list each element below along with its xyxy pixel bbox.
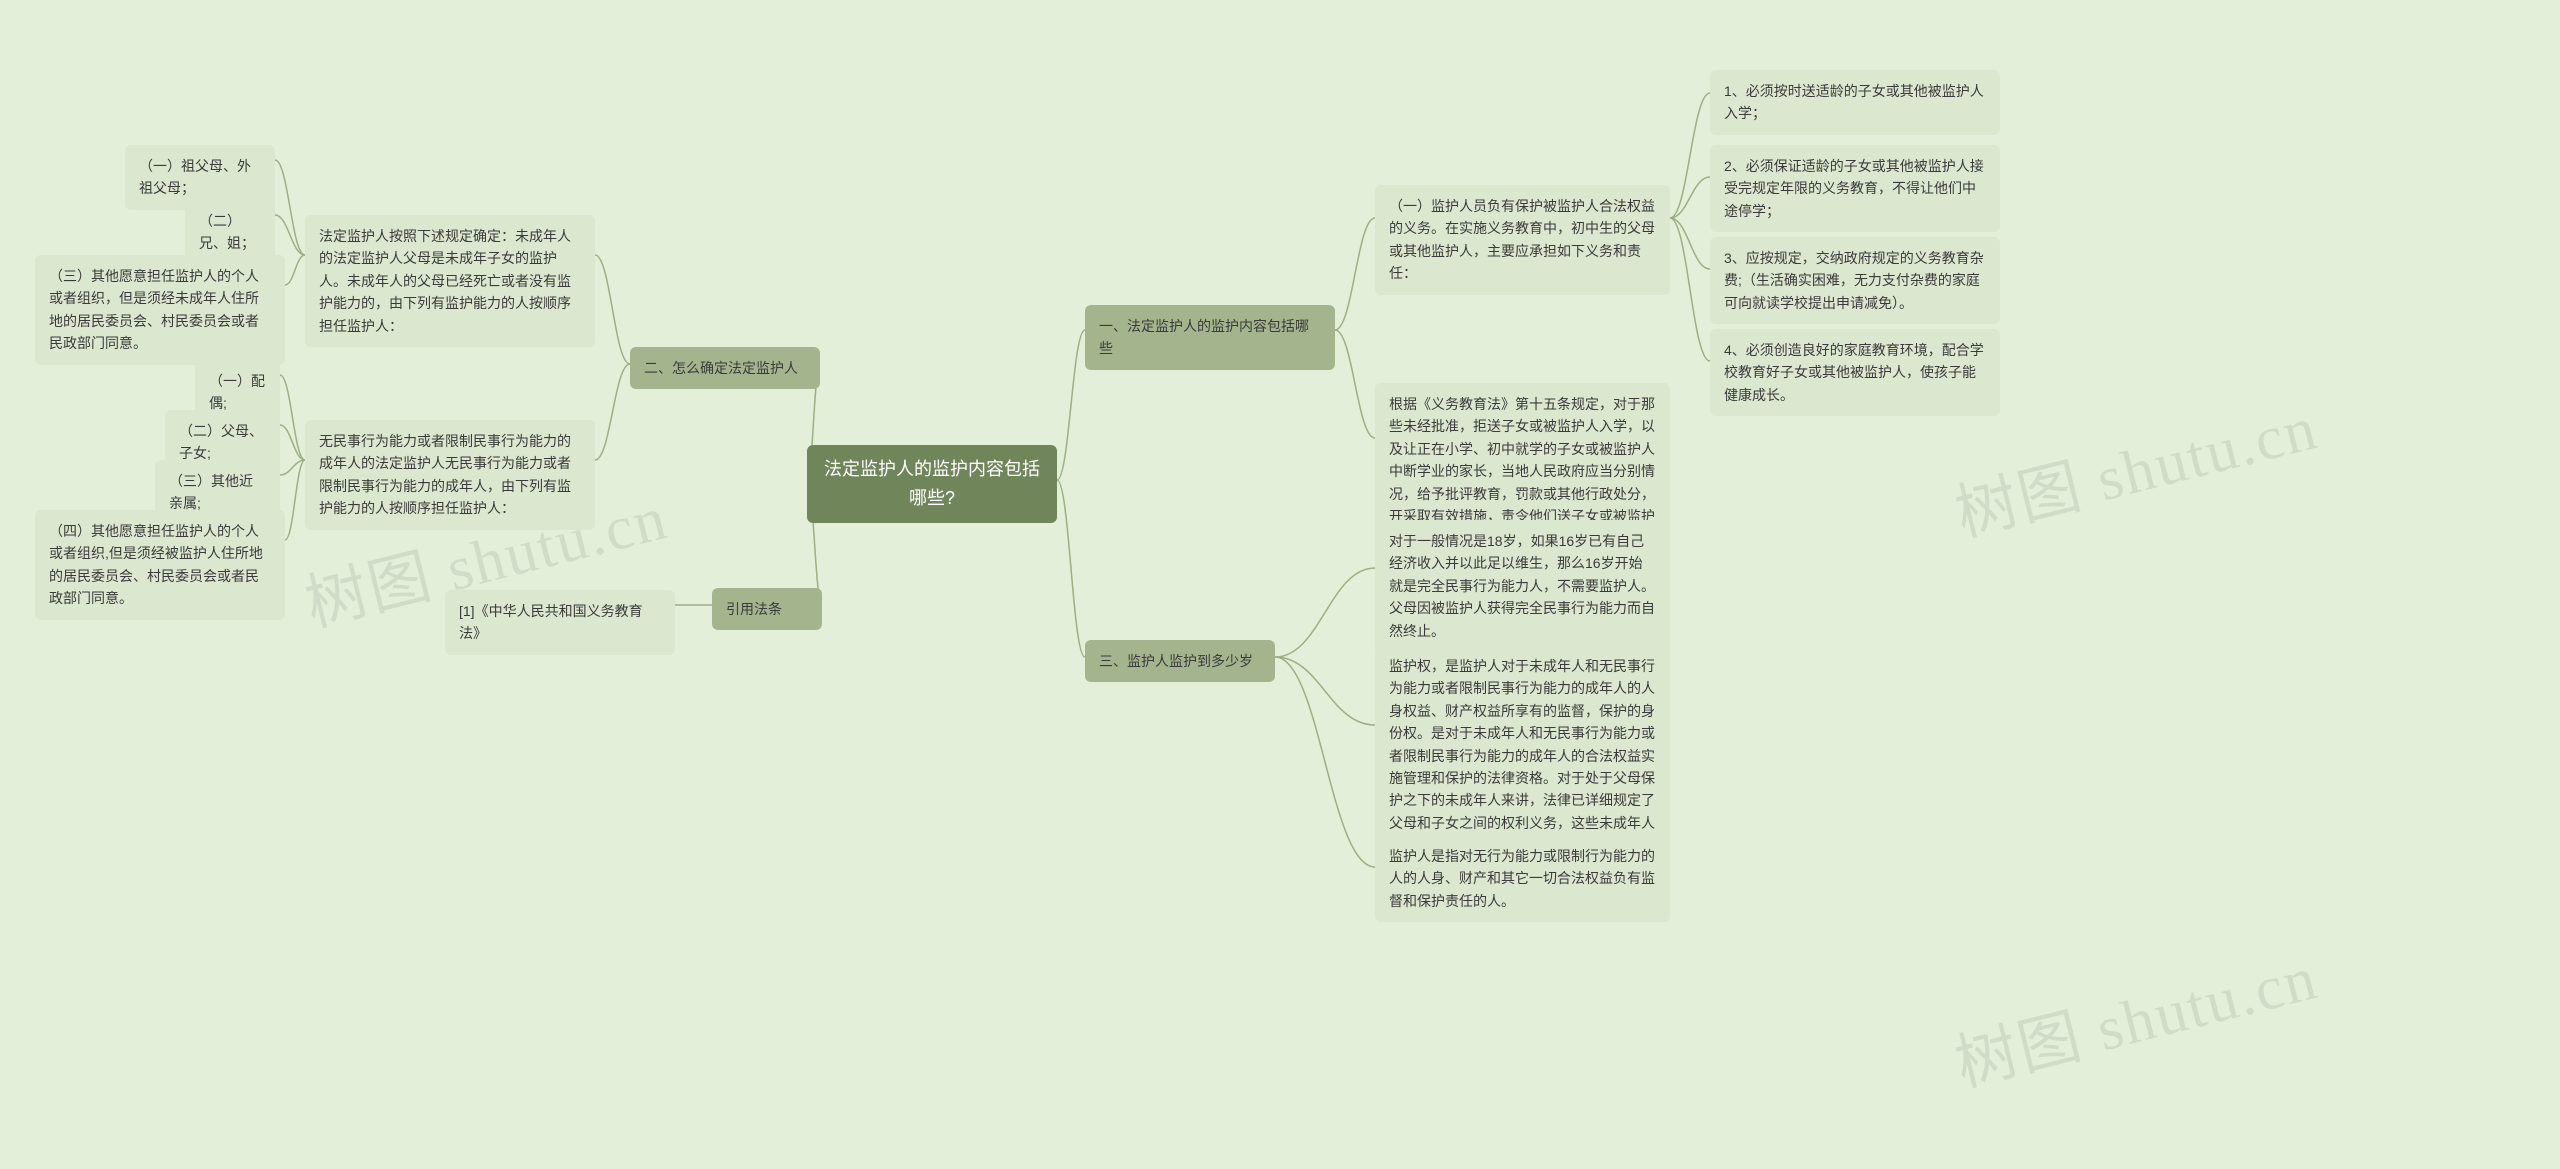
node-sec3[interactable]: 三、监护人监护到多少岁 <box>1085 640 1275 682</box>
edge-sec3-s3c <box>1275 657 1375 867</box>
edge-s1a-s1a4 <box>1670 218 1710 361</box>
node-cite[interactable]: 引用法条 <box>712 588 822 630</box>
node-root[interactable]: 法定监护人的监护内容包括哪些? <box>807 445 1057 523</box>
edge-sec2-s2b <box>595 364 630 460</box>
node-label: （三）其他近亲属; <box>169 470 266 515</box>
node-s2b4[interactable]: （四）其他愿意担任监护人的个人或者组织,但是须经被监护人住所地的居民委员会、村民… <box>35 510 285 620</box>
node-label: （三）其他愿意担任监护人的个人或者组织，但是须经未成年人住所地的居民委员会、村民… <box>49 265 271 355</box>
node-s1a1[interactable]: 1、必须按时送适龄的子女或其他被监护人入学； <box>1710 70 2000 135</box>
node-sec1[interactable]: 一、法定监护人的监护内容包括哪些 <box>1085 305 1335 370</box>
edge-s2a-s2a3 <box>285 255 305 285</box>
node-label: 2、必须保证适龄的子女或其他被监护人接受完规定年限的义务教育，不得让他们中途停学… <box>1724 155 1986 222</box>
edge-sec3-s3a <box>1275 568 1375 657</box>
node-label: 法定监护人的监护内容包括哪些? <box>821 455 1043 513</box>
node-label: （一）祖父母、外祖父母； <box>139 155 261 200</box>
node-s3b[interactable]: 监护权，是监护人对于未成年人和无民事行为能力或者限制民事行为能力的成年人的人身权… <box>1375 645 1670 867</box>
edge-s2b-s2b2 <box>280 425 305 460</box>
node-label: [1]《中华人民共和国义务教育法》 <box>459 600 661 645</box>
node-s1a[interactable]: （一）监护人员负有保护被监护人合法权益的义务。在实施义务教育中，初中生的父母或其… <box>1375 185 1670 295</box>
node-label: 三、监护人监护到多少岁 <box>1099 650 1253 672</box>
edge-s2a-s2a1 <box>275 160 305 255</box>
edge-sec2-s2a <box>595 255 630 364</box>
node-s2a3[interactable]: （三）其他愿意担任监护人的个人或者组织，但是须经未成年人住所地的居民委员会、村民… <box>35 255 285 365</box>
node-label: 法定监护人按照下述规定确定：未成年人的法定监护人父母是未成年子女的监护人。未成年… <box>319 225 581 337</box>
edge-s2b-s2b1 <box>280 375 305 460</box>
node-label: 1、必须按时送适龄的子女或其他被监护人入学； <box>1724 80 1986 125</box>
node-label: （一）监护人员负有保护被监护人合法权益的义务。在实施义务教育中，初中生的父母或其… <box>1389 195 1656 285</box>
node-label: 一、法定监护人的监护内容包括哪些 <box>1099 315 1321 360</box>
node-s1a3[interactable]: 3、应按规定，交纳政府规定的义务教育杂费;（生活确实困难，无力支付杂费的家庭可向… <box>1710 237 2000 324</box>
node-label: 监护权，是监护人对于未成年人和无民事行为能力或者限制民事行为能力的成年人的人身权… <box>1389 655 1656 857</box>
node-label: （二）兄、姐； <box>199 210 261 255</box>
edge-sec1-s1b <box>1335 330 1375 438</box>
node-cite1[interactable]: [1]《中华人民共和国义务教育法》 <box>445 590 675 655</box>
node-label: 监护人是指对无行为能力或限制行为能力的人的人身、财产和其它一切合法权益负有监督和… <box>1389 845 1656 912</box>
node-label: 无民事行为能力或者限制民事行为能力的成年人的法定监护人无民事行为能力或者限制民事… <box>319 430 581 520</box>
node-label: 二、怎么确定法定监护人 <box>644 357 798 379</box>
node-s3c[interactable]: 监护人是指对无行为能力或限制行为能力的人的人身、财产和其它一切合法权益负有监督和… <box>1375 835 1670 922</box>
node-s2a[interactable]: 法定监护人按照下述规定确定：未成年人的法定监护人父母是未成年子女的监护人。未成年… <box>305 215 595 347</box>
node-label: （二）父母、子女; <box>179 420 266 465</box>
node-label: （四）其他愿意担任监护人的个人或者组织,但是须经被监护人住所地的居民委员会、村民… <box>49 520 271 610</box>
mindmap-canvas: 法定监护人的监护内容包括哪些? 一、法定监护人的监护内容包括哪些三、监护人监护到多… <box>0 0 2560 1169</box>
edge-root-sec3 <box>1057 480 1085 657</box>
edge-s2a-s2a2 <box>275 215 305 255</box>
node-label: 3、应按规定，交纳政府规定的义务教育杂费;（生活确实困难，无力支付杂费的家庭可向… <box>1724 247 1986 314</box>
node-s1a4[interactable]: 4、必须创造良好的家庭教育环境，配合学校教育好子女或其他被监护人，使孩子能健康成… <box>1710 329 2000 416</box>
node-s2b[interactable]: 无民事行为能力或者限制民事行为能力的成年人的法定监护人无民事行为能力或者限制民事… <box>305 420 595 530</box>
edge-root-sec1 <box>1057 330 1085 480</box>
node-s1a2[interactable]: 2、必须保证适龄的子女或其他被监护人接受完规定年限的义务教育，不得让他们中途停学… <box>1710 145 2000 232</box>
edge-s1a-s1a3 <box>1670 218 1710 269</box>
node-label: 引用法条 <box>726 598 782 620</box>
node-sec2[interactable]: 二、怎么确定法定监护人 <box>630 347 820 389</box>
connectors <box>0 0 2560 1169</box>
edge-sec3-s3b <box>1275 657 1375 725</box>
node-label: （一）配偶; <box>209 370 266 415</box>
node-label: 对于一般情况是18岁，如果16岁已有自己经济收入并以此足以维生，那么16岁开始就… <box>1389 530 1656 642</box>
edge-sec1-s1a <box>1335 218 1375 330</box>
node-label: 4、必须创造良好的家庭教育环境，配合学校教育好子女或其他被监护人，使孩子能健康成… <box>1724 339 1986 406</box>
edge-s1a-s1a1 <box>1670 93 1710 218</box>
node-s3a[interactable]: 对于一般情况是18岁，如果16岁已有自己经济收入并以此足以维生，那么16岁开始就… <box>1375 520 1670 652</box>
